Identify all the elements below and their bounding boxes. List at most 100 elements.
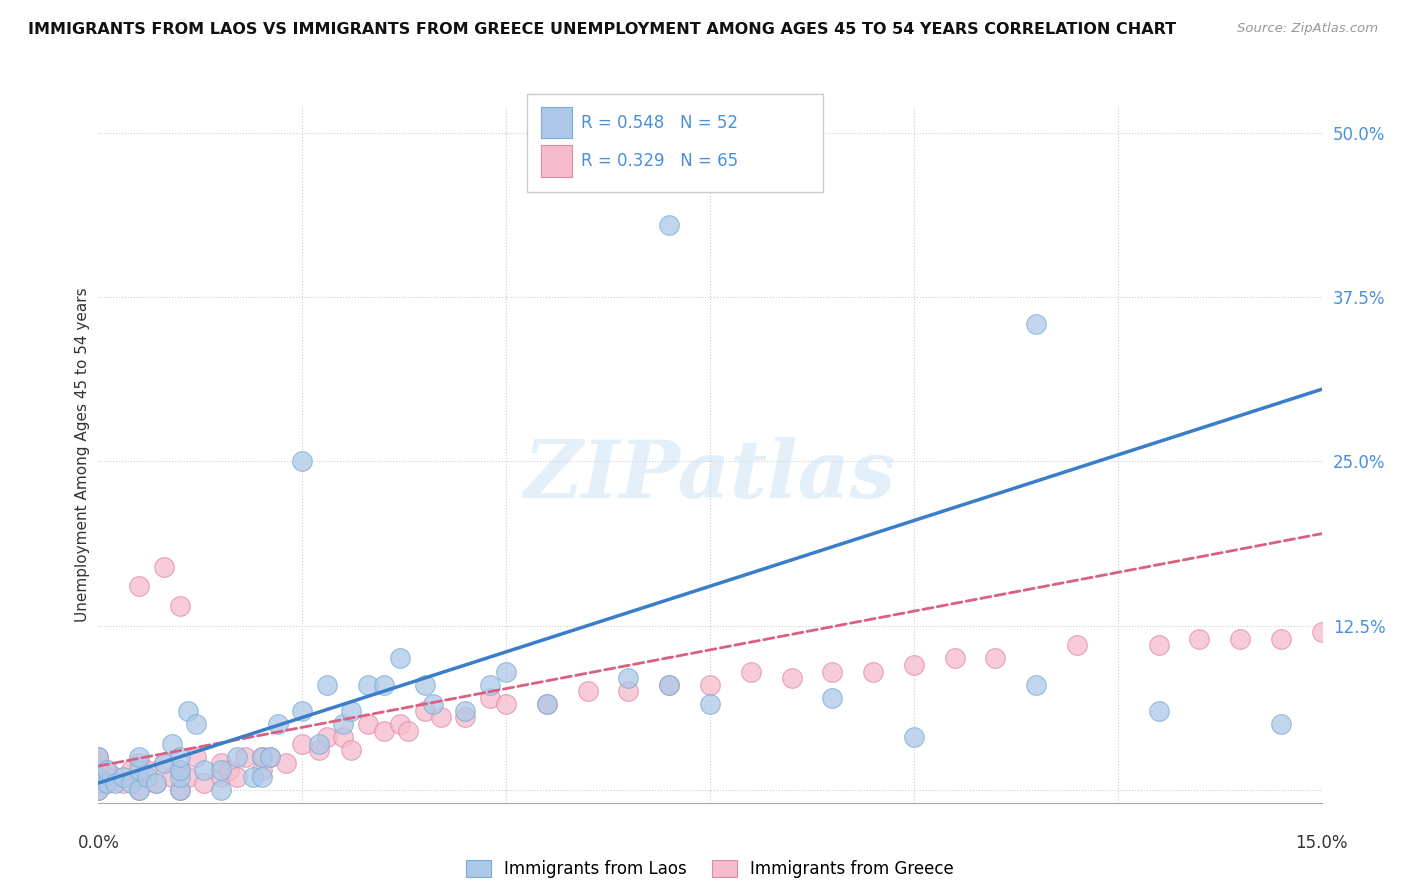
Point: [160, 737, 183, 751]
Point: [658, 678, 681, 692]
Point: [128, 579, 150, 593]
Point: [87, 763, 110, 777]
Point: [396, 723, 419, 738]
Point: [128, 749, 150, 764]
Point: [177, 704, 200, 718]
Text: IMMIGRANTS FROM LAOS VS IMMIGRANTS FROM GREECE UNEMPLOYMENT AMONG AGES 45 TO 54 : IMMIGRANTS FROM LAOS VS IMMIGRANTS FROM …: [28, 22, 1177, 37]
Point: [413, 704, 436, 718]
Point: [576, 684, 599, 698]
Point: [87, 749, 110, 764]
Point: [658, 218, 681, 232]
Point: [226, 749, 249, 764]
Point: [389, 651, 412, 665]
Point: [128, 770, 150, 784]
Point: [128, 782, 150, 797]
Point: [340, 743, 363, 757]
Point: [96, 776, 118, 790]
Point: [226, 770, 249, 784]
Point: [1066, 638, 1088, 652]
Point: [87, 782, 110, 797]
Point: [315, 730, 337, 744]
Point: [104, 776, 127, 790]
Point: [1025, 317, 1047, 331]
Point: [136, 770, 159, 784]
Point: [111, 770, 134, 784]
Point: [193, 776, 215, 790]
Point: [87, 770, 110, 784]
Y-axis label: Unemployment Among Ages 45 to 54 years: Unemployment Among Ages 45 to 54 years: [75, 287, 90, 623]
Point: [209, 782, 232, 797]
Point: [111, 776, 134, 790]
Point: [862, 665, 884, 679]
Point: [943, 651, 966, 665]
Text: Source: ZipAtlas.com: Source: ZipAtlas.com: [1237, 22, 1378, 36]
Point: [332, 730, 354, 744]
Point: [536, 698, 558, 712]
Point: [218, 763, 240, 777]
Point: [250, 770, 273, 784]
Point: [193, 763, 215, 777]
Point: [413, 678, 436, 692]
Point: [1025, 678, 1047, 692]
Point: [478, 678, 501, 692]
Point: [169, 763, 191, 777]
Point: [128, 782, 150, 797]
Point: [136, 763, 159, 777]
Point: [780, 671, 803, 685]
Point: [120, 763, 142, 777]
Point: [356, 678, 378, 692]
Point: [536, 698, 558, 712]
Point: [145, 776, 167, 790]
Point: [332, 717, 354, 731]
Point: [740, 665, 762, 679]
Point: [308, 737, 330, 751]
Point: [128, 763, 150, 777]
Point: [1147, 638, 1170, 652]
Point: [209, 756, 232, 771]
Point: [128, 756, 150, 771]
Point: [1229, 632, 1251, 646]
Point: [267, 717, 290, 731]
Point: [250, 763, 273, 777]
Point: [291, 737, 314, 751]
Point: [169, 782, 191, 797]
Point: [984, 651, 1007, 665]
Point: [259, 749, 281, 764]
Point: [209, 763, 232, 777]
Point: [87, 782, 110, 797]
Point: [120, 776, 142, 790]
Point: [250, 749, 273, 764]
Point: [152, 756, 174, 771]
Point: [658, 678, 681, 692]
Point: [389, 717, 412, 731]
Point: [87, 770, 110, 784]
Point: [274, 756, 297, 771]
Point: [308, 743, 330, 757]
Point: [152, 756, 174, 771]
Point: [617, 684, 640, 698]
Text: 15.0%: 15.0%: [1295, 834, 1348, 852]
Point: [186, 749, 208, 764]
Point: [495, 698, 517, 712]
Point: [104, 770, 127, 784]
Point: [145, 776, 167, 790]
Point: [169, 763, 191, 777]
Text: R = 0.548   N = 52: R = 0.548 N = 52: [581, 114, 738, 132]
Point: [242, 770, 264, 784]
Point: [96, 776, 118, 790]
Point: [160, 770, 183, 784]
Point: [821, 690, 844, 705]
Point: [177, 770, 200, 784]
Point: [373, 678, 395, 692]
Point: [169, 770, 191, 784]
Point: [250, 749, 273, 764]
Point: [356, 717, 378, 731]
Point: [209, 770, 232, 784]
Point: [87, 756, 110, 771]
Point: [903, 657, 925, 672]
Point: [315, 678, 337, 692]
Text: ZIPatlas: ZIPatlas: [524, 437, 896, 515]
Point: [422, 698, 444, 712]
Point: [169, 599, 191, 613]
Point: [1188, 632, 1211, 646]
